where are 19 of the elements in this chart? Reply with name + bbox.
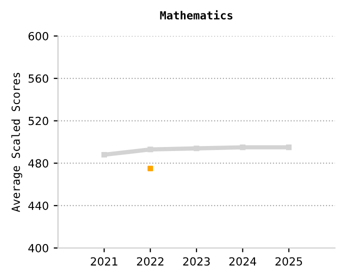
- y-tick-label: 600: [28, 32, 48, 40]
- point: [240, 144, 246, 150]
- point: [148, 166, 154, 172]
- y-tick-label: 520: [28, 116, 48, 126]
- y-axis-title: Average Scaled Scores: [11, 72, 22, 212]
- x-tick-label: 2022: [137, 257, 164, 266]
- x-tick-label: 2025: [276, 257, 302, 266]
- x-tick-label: 2023: [183, 257, 210, 266]
- chart-title: Mathematics: [160, 10, 232, 20]
- y-tick-label: 480: [28, 159, 48, 168]
- x-tick-label: 2024: [229, 257, 256, 266]
- x-tick-label: 2021: [90, 257, 118, 266]
- y-tick-label: 440: [28, 202, 48, 210]
- point: [101, 152, 107, 158]
- point: [148, 146, 154, 152]
- y-tick-label: 400: [28, 244, 48, 252]
- point: [286, 144, 292, 150]
- point: [194, 146, 200, 152]
- y-tick-label: 560: [28, 74, 48, 83]
